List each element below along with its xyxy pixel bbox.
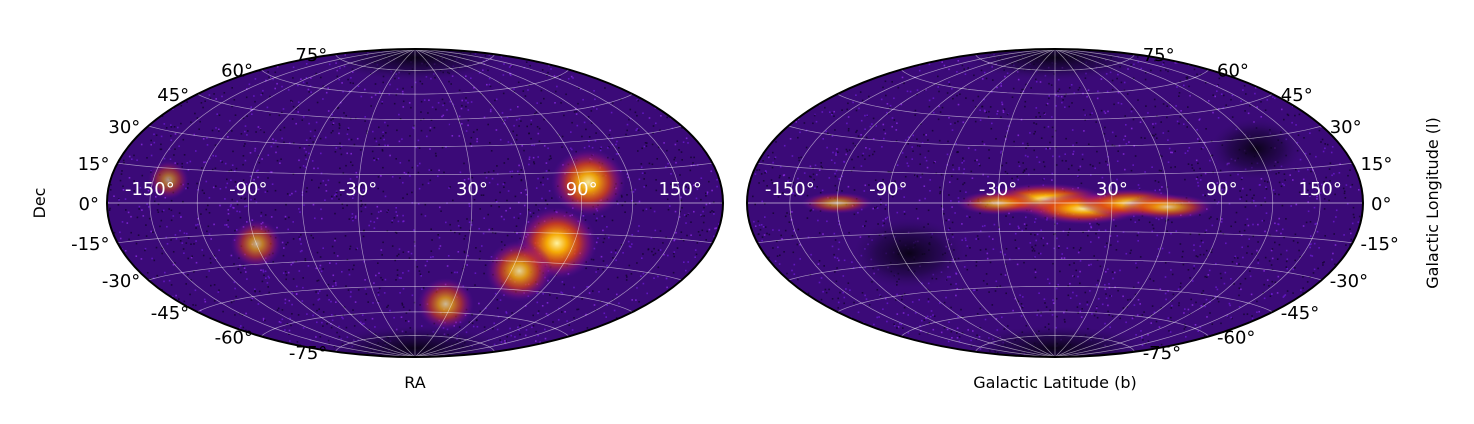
y-tick-label: 45° [157,85,189,106]
x-tick-label: 90° [566,179,598,200]
density-hotspot [550,148,626,217]
y-tick-label: 75° [1143,45,1175,66]
parallel-line [334,335,496,352]
x-tick-label: -30° [339,179,377,200]
parallel-line [900,69,1210,95]
parallel-line [260,69,570,95]
y-tick-label: -75° [1143,343,1181,364]
x-tick-label: -90° [229,179,267,200]
map-content [747,49,1363,357]
x-tick-label: 30° [456,179,488,200]
y-tick-label: -75° [289,343,327,364]
y-tick-label: -60° [215,327,253,348]
y-tick-label: 30° [1330,117,1362,138]
x-tick-label: -90° [869,179,907,200]
parallel-line [900,311,1210,337]
y-tick-label: 75° [295,45,327,66]
parallel-line [260,311,570,337]
x-axis-label: RA [404,373,425,392]
x-tick-label: 90° [1206,179,1238,200]
parallel-line [197,93,633,121]
y-tick-label: -30° [1330,271,1368,292]
parallel-line [117,231,713,244]
y-tick-label: -45° [151,303,189,324]
x-tick-label: 150° [1299,179,1342,200]
y-tick-label: 0° [1371,194,1391,215]
x-tick-label: -150° [765,179,815,200]
y-tick-label: -60° [1217,327,1255,348]
y-tick-label: 45° [1281,85,1313,106]
density-hotspot [148,160,189,200]
x-tick-label: -30° [979,179,1017,200]
y-tick-label: -30° [102,271,140,292]
y-tick-label: -15° [1361,234,1399,255]
x-tick-label: -150° [125,179,175,200]
y-tick-label: 15° [1361,154,1393,175]
sky-map-equatorial: -150° -90° -30° 30° 90° 150° 75° 60° 45° 30° 15° 0°… [30,45,724,392]
parallel-line [117,162,713,175]
y-tick-label: -45° [1281,303,1319,324]
density-hotspot [417,277,474,331]
parallel-line [974,335,1136,352]
parallel-line [148,125,682,147]
graticule [747,49,1363,357]
map-outline [106,48,724,358]
parallel-line [197,285,633,313]
parallel-line [974,54,1136,71]
sky-map-galactic: -150° -90° -30° 30° 90° 150° 75° 60° 45° 30° 15° 0°… [746,45,1442,392]
y-axis-label: Dec [30,188,49,219]
map-outline [746,48,1364,358]
parallel-line [757,162,1353,175]
y-tick-label: 60° [1217,61,1249,82]
parallel-line [837,93,1273,121]
dark-region [853,218,964,289]
y-tick-label: 30° [108,117,140,138]
parallel-line [788,125,1322,147]
parallel-line [788,259,1322,281]
x-tick-label: 30° [1096,179,1128,200]
x-tick-label: 150° [659,179,702,200]
y-tick-label: 60° [221,61,253,82]
y-tick-label: -15° [71,234,109,255]
parallel-line [757,231,1353,244]
parallel-line [334,54,496,71]
y-tick-label: 0° [79,194,99,215]
graticule [107,49,723,357]
x-axis-label: Galactic Latitude (b) [973,373,1136,392]
y-axis-label: Galactic Longitude (l) [1423,117,1442,288]
parallel-line [837,285,1273,313]
parallel-line [148,259,682,281]
y-tick-label: 15° [78,154,110,175]
